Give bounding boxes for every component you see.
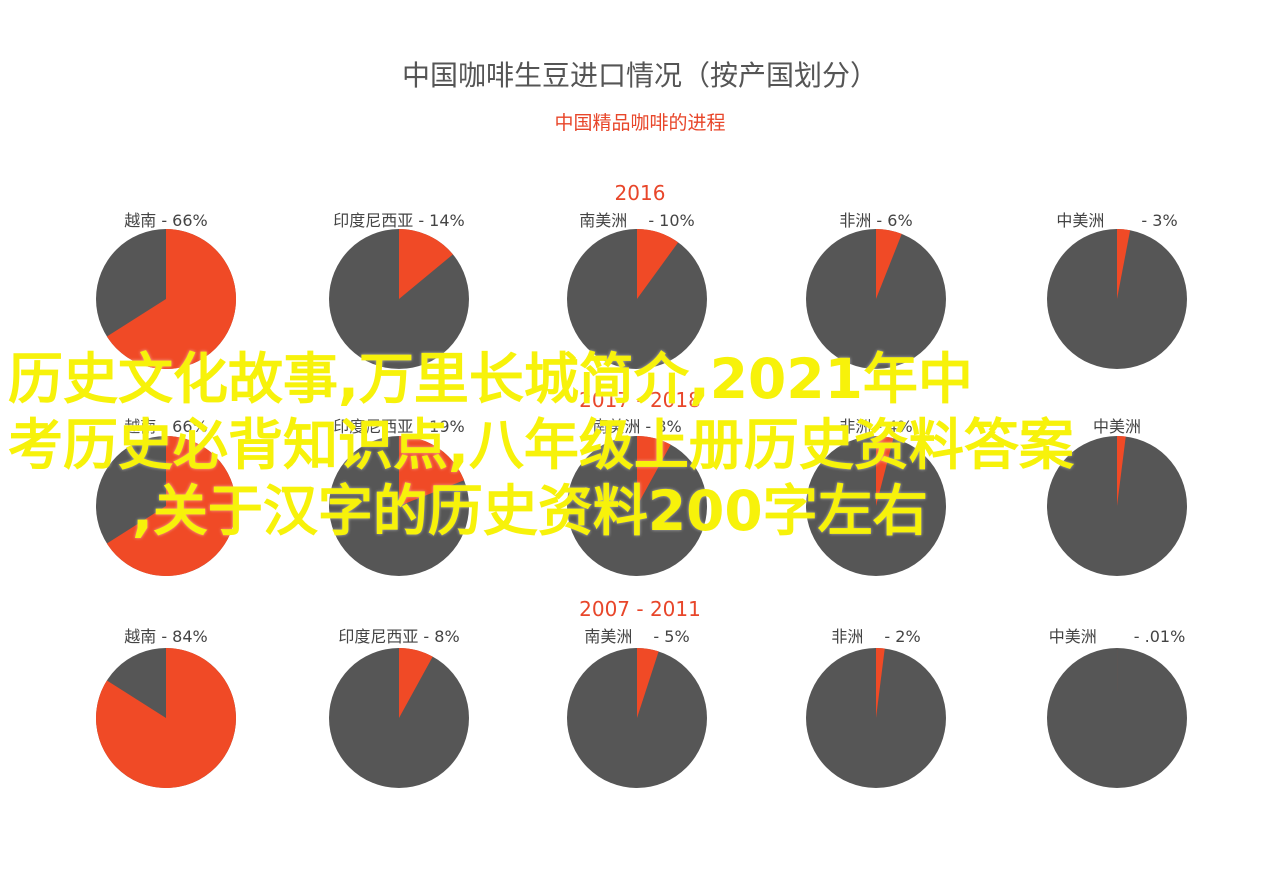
pie-chart [806, 436, 946, 576]
pie-share-slice [399, 648, 433, 718]
pie-label: 越南 - 66% [124, 211, 208, 230]
chart-subtitle: 中国精品咖啡的进程 [554, 112, 726, 134]
overlay-line-3: ,关于汉字的历史资料200字左右 [132, 479, 928, 543]
pie-label: 中美洲 - 3% [1056, 211, 1178, 230]
pie-share-slice [399, 229, 453, 299]
pie-chart [96, 648, 237, 788]
period-label: 2017 - 2018 [579, 388, 701, 412]
pie-label: 非洲 - 2% [831, 627, 921, 646]
pie-chart [329, 436, 469, 576]
pie-chart [329, 648, 469, 788]
pie-chart [806, 229, 946, 369]
pie-chart [567, 229, 707, 369]
overlay-line-2: 考历史必背知识点,八年级上册历史资料答案 [8, 413, 1074, 477]
pie-chart [1047, 436, 1187, 576]
pie-chart [96, 436, 237, 576]
pie-label: 南美洲 - 10% [579, 211, 695, 230]
pie-share-slice [876, 436, 894, 506]
pie-label: 印度尼西亚 - 19% [333, 417, 465, 436]
pie-label: 中美洲 - .01% [1048, 627, 1186, 646]
overlay-line-1: 历史文化故事,万里长城简介,2021年中 [8, 347, 973, 411]
pie-share-slice [876, 648, 885, 718]
period-label: 2007 - 2011 [579, 597, 701, 621]
pie-label: 南美洲 - 8% [592, 417, 682, 436]
pie-share-slice [106, 436, 237, 576]
pie-share-slice [106, 229, 237, 369]
pie-share-slice [637, 436, 671, 506]
pie-share-slice [399, 436, 465, 506]
pie-label: 非洲 - 6% [839, 211, 913, 230]
pie-share-slice [876, 229, 902, 299]
pie-share-slice [96, 648, 237, 788]
period-label: 2016 [614, 181, 666, 205]
pie-label: 越南 - 66% [124, 417, 208, 436]
pie-label: 印度尼西亚 - 8% [338, 627, 460, 646]
pie-chart [567, 648, 707, 788]
pie-chart [329, 229, 469, 369]
pie-label: 非洲 - 4% [839, 417, 913, 436]
pie-share-slice [1117, 229, 1131, 299]
pie-label: 越南 - 84% [124, 627, 208, 646]
pie-label: 中美洲 [1092, 417, 1141, 436]
pie-chart [1047, 229, 1187, 369]
chart-title: 中国咖啡生豆进口情况（按产国划分） [401, 59, 878, 92]
pie-chart [96, 229, 237, 369]
pie-chart [1047, 648, 1187, 788]
pie-share-slice [637, 229, 679, 299]
pie-label: 印度尼西亚 - 14% [333, 211, 465, 230]
pie-label: 南美洲 - 5% [584, 627, 690, 646]
pie-share-slice [637, 648, 659, 718]
pie-chart [806, 648, 946, 788]
pie-share-slice [1117, 436, 1126, 506]
pie-chart [567, 436, 707, 576]
